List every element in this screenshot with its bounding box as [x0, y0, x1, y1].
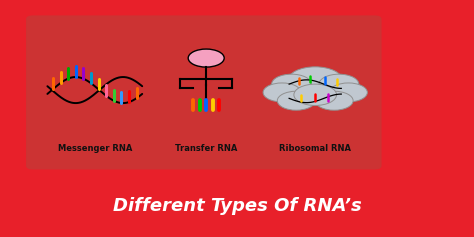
Circle shape	[329, 83, 367, 102]
Circle shape	[294, 84, 337, 105]
FancyBboxPatch shape	[26, 15, 382, 169]
Text: Different Types Of RNA’s: Different Types Of RNA’s	[113, 197, 361, 215]
Circle shape	[277, 91, 315, 110]
Text: Transfer RNA: Transfer RNA	[175, 144, 237, 153]
Circle shape	[272, 74, 311, 94]
Text: Messenger RNA: Messenger RNA	[58, 144, 132, 153]
Circle shape	[319, 74, 359, 94]
Circle shape	[263, 83, 301, 102]
Text: Ribosomal RNA: Ribosomal RNA	[279, 144, 351, 153]
Circle shape	[288, 67, 343, 94]
Circle shape	[188, 49, 224, 67]
Circle shape	[315, 91, 353, 110]
